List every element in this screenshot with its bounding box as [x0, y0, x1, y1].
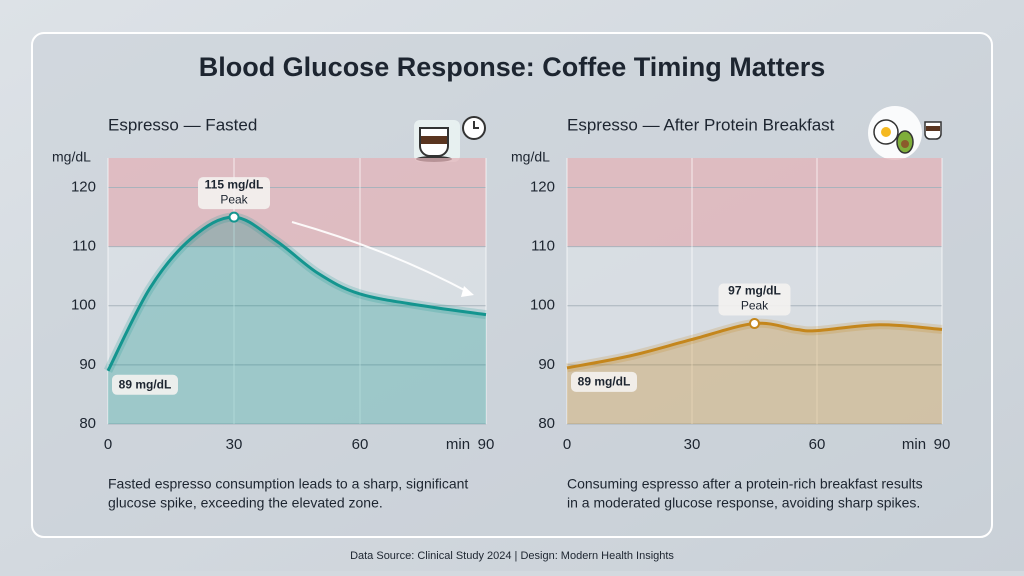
- y-tick-label: 110: [72, 238, 96, 255]
- description: Fasted espresso consumption leads to a s…: [108, 476, 468, 492]
- y-tick-label: 90: [79, 356, 96, 373]
- x-tick-label: 30: [684, 436, 701, 453]
- peak-note: Peak: [741, 299, 769, 313]
- subtitle: Espresso — After Protein Breakfast: [567, 115, 835, 134]
- x-tick-label: 90: [478, 436, 495, 453]
- description: in a moderated glucose response, avoidin…: [567, 495, 920, 511]
- y-axis-label: mg/dL: [52, 149, 91, 165]
- peak-label-box: [198, 177, 270, 210]
- peak-note: Peak: [220, 192, 248, 206]
- start-label-box: [112, 374, 178, 395]
- subtitle: Espresso — Fasted: [108, 115, 257, 134]
- x-tick-label: 60: [809, 436, 826, 453]
- x-tick-label: 30: [226, 436, 243, 453]
- description: Consuming espresso after a protein-rich …: [567, 476, 923, 492]
- line: [106, 215, 487, 372]
- y-tick-label: 120: [530, 179, 555, 196]
- y-tick-label: 110: [531, 238, 555, 255]
- x-axis-label: min: [446, 436, 470, 453]
- elevated-zone: [567, 158, 942, 247]
- start-label-box: [571, 371, 637, 392]
- breakfast-icon: [868, 106, 942, 160]
- elevated-zone: [108, 158, 486, 247]
- x-tick-label: 0: [104, 436, 112, 453]
- line: [566, 321, 943, 370]
- x-axis-label: min: [902, 436, 926, 453]
- start-label: 89 mg/dL: [578, 375, 631, 389]
- trend-arrow: [291, 221, 474, 297]
- page-title: Blood Glucose Response: Coffee Timing Ma…: [199, 52, 826, 82]
- y-tick-label: 90: [538, 356, 555, 373]
- area: [108, 217, 486, 424]
- y-axis-label: mg/dL: [511, 149, 550, 165]
- y-tick-label: 80: [538, 415, 555, 432]
- x-tick-label: 90: [934, 436, 951, 453]
- peak-label: 97 mg/dL: [728, 284, 781, 298]
- y-tick-label: 120: [71, 179, 96, 196]
- description: glucose spike, exceeding the elevated zo…: [108, 495, 383, 511]
- peak-marker: [749, 318, 760, 330]
- peak-label: 115 mg/dL: [205, 177, 264, 191]
- start-label: 89 mg/dL: [119, 377, 172, 391]
- y-tick-label: 80: [79, 415, 96, 432]
- x-tick-label: 60: [352, 436, 369, 453]
- peak-marker: [228, 211, 240, 223]
- y-tick-label: 100: [71, 297, 96, 314]
- x-tick-label: 0: [563, 436, 571, 453]
- y-tick-label: 100: [530, 297, 555, 314]
- footer: Data Source: Clinical Study 2024 | Desig…: [350, 550, 674, 562]
- peak-label-box: [718, 283, 791, 316]
